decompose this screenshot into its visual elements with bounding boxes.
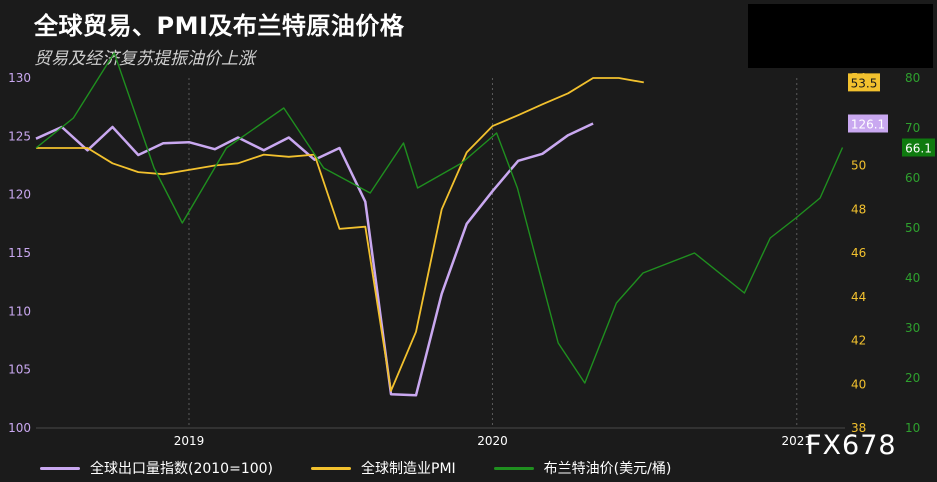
end-label-box-trade: [848, 114, 888, 133]
brent-axis-tick-label: 30: [905, 321, 920, 335]
brent-axis-tick-label: 80: [905, 71, 920, 85]
brent-axis-tick-label: 70: [905, 121, 920, 135]
legend-swatch-trade: [40, 466, 80, 470]
trade-axis-tick-label: 105: [8, 363, 31, 377]
trade-axis-tick-label: 110: [8, 304, 31, 318]
end-label-pmi: 53.5: [851, 76, 878, 90]
end-label-brent: 66.1: [905, 142, 932, 156]
legend-label-pmi: 全球制造业PMI: [361, 461, 456, 477]
series-line-pmi: [36, 77, 644, 392]
fx678-watermark: FX678: [806, 430, 897, 461]
pmi-axis-tick-label: 42: [851, 334, 866, 348]
brent-axis-tick-label: 60: [905, 171, 920, 185]
pmi-axis-tick-label: 40: [851, 377, 866, 391]
brent-axis-tick-label: 50: [905, 221, 920, 235]
legend-swatch-pmi: [311, 466, 352, 470]
trade-axis-tick-label: 100: [8, 421, 31, 435]
chart-legend: 全球出口量指数(2010=100) 全球制造业PMI 布兰特油价(美元/桶): [40, 458, 709, 478]
legend-item-trade: 全球出口量指数(2010=100): [40, 458, 273, 478]
end-label-box-pmi: [848, 73, 880, 92]
brent-axis-tick-label: 20: [905, 371, 920, 385]
chart-title: 全球贸易、PMI及布兰特原油价格: [34, 12, 405, 40]
redacted-box: [748, 4, 933, 68]
pmi-axis-tick-label: 50: [851, 159, 866, 173]
trade-axis-tick-label: 130: [8, 71, 31, 85]
x-tick-label: 2021: [782, 434, 813, 448]
chart-subtitle: 贸易及经济复苏提振油价上涨: [34, 49, 255, 69]
legend-item-brent: 布兰特油价(美元/桶): [493, 458, 672, 478]
brent-axis-tick-label: 40: [905, 271, 920, 285]
trade-axis-tick-label: 120: [8, 188, 31, 202]
series-line-trade: [35, 122, 594, 397]
trade-axis-tick-label: 125: [8, 129, 31, 143]
pmi-axis-tick-label: 38: [851, 421, 866, 435]
x-tick-label: 2019: [174, 434, 205, 448]
end-label-box-brent: [902, 138, 935, 157]
legend-swatch-brent: [493, 466, 534, 470]
pmi-axis-tick-label: 48: [851, 202, 866, 216]
trade-axis-tick-label: 115: [8, 246, 31, 260]
pmi-axis-tick-label: 44: [851, 290, 866, 304]
legend-label-brent: 布兰特油价(美元/桶): [543, 461, 672, 477]
pmi-axis-tick-label: 46: [851, 246, 866, 260]
end-label-trade: 126.1: [851, 118, 885, 132]
legend-label-trade: 全球出口量指数(2010=100): [90, 461, 274, 477]
legend-item-pmi: 全球制造业PMI: [311, 458, 456, 478]
brent-axis-tick-label: 10: [905, 421, 920, 435]
x-tick-label: 2020: [477, 434, 508, 448]
